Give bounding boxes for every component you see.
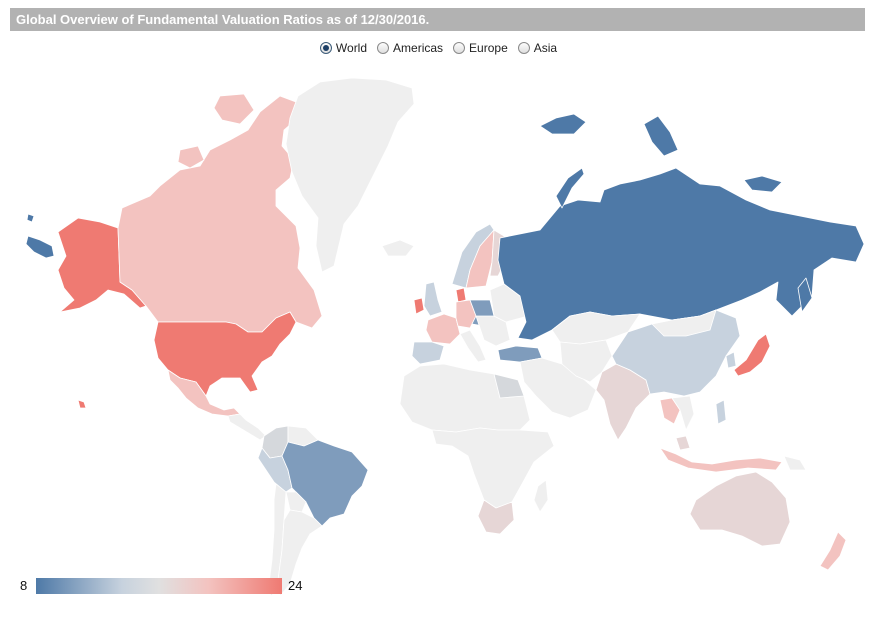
country-south-africa[interactable]	[477, 499, 515, 535]
country-italy[interactable]	[459, 329, 487, 363]
country-argentina[interactable]	[277, 509, 323, 597]
country-alaska[interactable]	[57, 217, 147, 313]
country-spain[interactable]	[411, 341, 445, 365]
island-canada-arctic-2[interactable]	[177, 145, 205, 169]
country-mongolia[interactable]	[651, 309, 717, 337]
color-legend: 8 24	[0, 575, 320, 597]
region-option-americas[interactable]: Americas	[377, 41, 443, 55]
page-title: Global Overview of Fundamental Valuation…	[10, 8, 865, 31]
region-middle-east[interactable]	[519, 357, 597, 419]
country-papua-new-guinea[interactable]	[783, 455, 807, 471]
radio-unselected-icon[interactable]	[377, 42, 390, 54]
country-egypt[interactable]	[493, 373, 525, 399]
country-france[interactable]	[425, 313, 461, 345]
country-thailand[interactable]	[659, 397, 681, 425]
country-vietnam-laos[interactable]	[671, 395, 695, 431]
island-sakhalin-kamchatka[interactable]	[797, 277, 813, 313]
legend-gradient-bar	[36, 578, 282, 594]
region-selector: World Americas Europe Asia	[0, 39, 877, 57]
legend-max-label: 24	[288, 578, 303, 593]
country-uk[interactable]	[423, 281, 443, 317]
island-hawaii[interactable]	[77, 399, 87, 409]
island-canada-arctic[interactable]	[213, 93, 255, 125]
island-novaya-zemlya[interactable]	[555, 167, 585, 209]
country-japan[interactable]	[733, 333, 771, 377]
region-central-america[interactable]	[227, 413, 267, 441]
country-russia[interactable]	[497, 167, 865, 341]
region-option-asia[interactable]: Asia	[517, 41, 558, 55]
country-chile[interactable]	[267, 483, 287, 597]
radio-selected-icon[interactable]	[319, 42, 332, 54]
country-greenland[interactable]	[285, 77, 415, 273]
country-philippines[interactable]	[715, 399, 727, 425]
region-option-europe[interactable]: Europe	[453, 41, 508, 55]
country-iceland[interactable]	[381, 239, 415, 257]
radio-unselected-icon[interactable]	[453, 42, 466, 54]
island-small[interactable]	[26, 213, 35, 223]
world-map	[25, 77, 865, 597]
country-indonesia[interactable]	[659, 447, 783, 473]
region-option-label: World	[335, 41, 368, 55]
country-malaysia[interactable]	[675, 435, 691, 451]
region-option-world[interactable]: World	[319, 41, 368, 55]
country-brazil[interactable]	[281, 439, 369, 527]
region-option-label: Europe	[469, 41, 508, 55]
country-australia[interactable]	[689, 471, 791, 547]
region-option-label: Asia	[533, 41, 558, 55]
island-severnaya-zemlya[interactable]	[643, 115, 679, 157]
region-central-africa[interactable]	[431, 427, 555, 509]
country-denmark[interactable]	[455, 287, 467, 303]
country-aleutian-islands[interactable]	[25, 235, 55, 259]
country-ecuador-peru[interactable]	[257, 447, 293, 493]
country-south-korea[interactable]	[725, 351, 737, 369]
radio-unselected-icon[interactable]	[517, 42, 530, 54]
island-new-siberian[interactable]	[743, 175, 783, 193]
island-franz-josef[interactable]	[539, 113, 587, 135]
region-option-label: Americas	[393, 41, 444, 55]
country-new-zealand[interactable]	[819, 531, 847, 571]
region-north-africa[interactable]	[399, 363, 531, 433]
country-ireland[interactable]	[413, 297, 425, 315]
country-bolivia[interactable]	[285, 491, 307, 513]
legend-min-label: 8	[20, 578, 28, 593]
country-madagascar[interactable]	[533, 479, 549, 513]
